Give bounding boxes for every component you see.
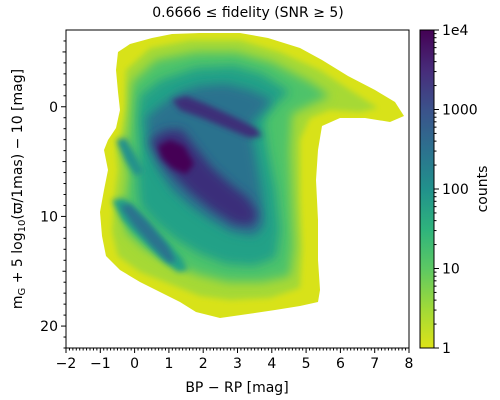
density-core-giants xyxy=(172,96,262,138)
density-core-peak xyxy=(158,140,194,174)
y-tick-label: 0 xyxy=(49,100,58,116)
y-tick-label: 20 xyxy=(40,319,58,335)
colorbar-tick-label: 1 xyxy=(442,341,451,357)
y-axis: 0 10 20 xyxy=(40,40,66,349)
x-tick-label: 7 xyxy=(370,356,379,372)
y-axis-label-m: m xyxy=(10,295,26,309)
y-axis-label-mid: + 5 log xyxy=(10,232,26,287)
x-tick-label: −1 xyxy=(90,356,111,372)
x-tick-label: 8 xyxy=(405,356,414,372)
x-axis-label: BP − RP [mag] xyxy=(185,380,288,396)
colorbar-tick-label: 1000 xyxy=(442,103,478,119)
x-tick-label: 6 xyxy=(336,356,345,372)
x-axis: −2 −1 0 1 2 3 4 5 6 7 8 xyxy=(56,348,414,372)
y-axis-label: mG + 5 log10(ϖ/1mas) − 10 [mag] xyxy=(10,69,28,309)
x-tick-label: 4 xyxy=(267,356,276,372)
y-tick-label: 10 xyxy=(40,209,58,225)
colorbar-tick-label: 100 xyxy=(442,182,469,198)
y-axis-label-sub-10: 10 xyxy=(17,220,28,233)
colorbar-label: counts xyxy=(475,166,491,213)
density-blue-streak-upper xyxy=(116,138,144,176)
density-white-dwarf-blue xyxy=(120,204,176,262)
y-axis-label-tail: (ϖ/1mas) − 10 [mag] xyxy=(10,69,26,220)
colorbar-tick-label: 10 xyxy=(442,262,460,278)
x-tick-label: 0 xyxy=(130,356,139,372)
colorbar-ticks: 1 10 100 1000 1e4 xyxy=(434,23,478,357)
chart-title: 0.6666 ≤ fidelity (SNR ≥ 5) xyxy=(152,5,344,21)
x-tick-label: 2 xyxy=(199,356,208,372)
colorbar-tick-label: 1e4 xyxy=(442,23,469,39)
x-tick-label: 1 xyxy=(164,356,173,372)
x-tick-label: −2 xyxy=(56,356,77,372)
density-heatmap xyxy=(100,33,404,318)
y-axis-label-sub-g: G xyxy=(17,288,28,296)
colorbar-gradient xyxy=(419,29,435,349)
x-tick-label: 3 xyxy=(233,356,242,372)
x-tick-label: 5 xyxy=(302,356,311,372)
colorbar: 1 10 100 1000 1e4 counts xyxy=(419,23,491,357)
